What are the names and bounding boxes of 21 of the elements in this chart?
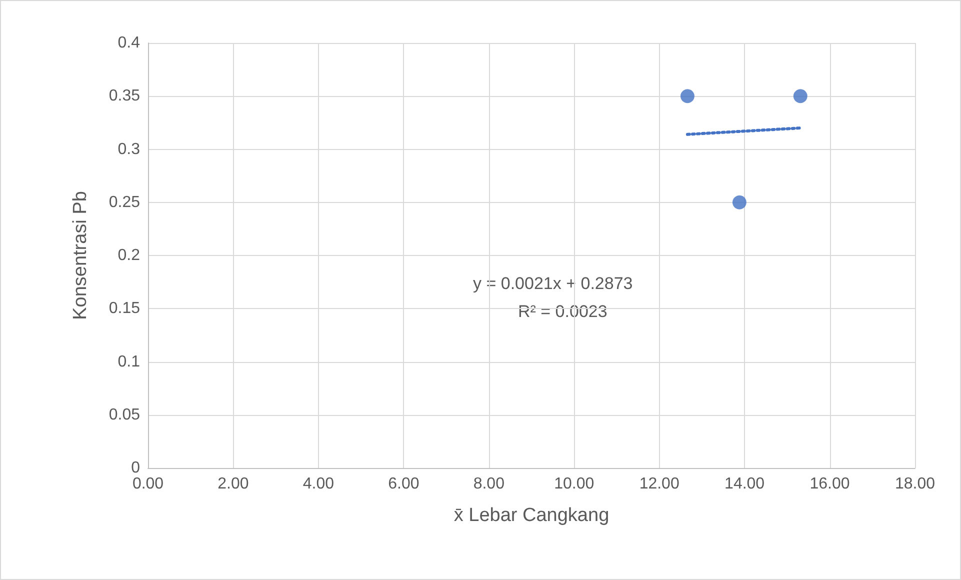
- y-tick-label: 0.3: [118, 140, 140, 158]
- x-tick-label: 12.00: [639, 476, 680, 492]
- x-tick-label: 0.00: [132, 476, 164, 492]
- x-tick-label: 6.00: [388, 476, 420, 492]
- y-tick-label: 0: [131, 460, 140, 476]
- y-tick-label: 0.15: [108, 300, 140, 318]
- x-tick-label: 14.00: [724, 476, 765, 492]
- x-tick-label: 8.00: [473, 476, 505, 492]
- x-tick-label: 10.00: [554, 476, 594, 492]
- y-tick-label: 0.1: [118, 353, 140, 370]
- x-tick-label: 2.00: [218, 476, 249, 492]
- y-tick-label: 0.2: [118, 247, 140, 264]
- y-tick-label: 0.25: [108, 194, 140, 211]
- y-tick-label: 0.05: [108, 406, 140, 424]
- x-tick-label: 16.00: [810, 476, 850, 492]
- x-tick-label: 18.00: [894, 476, 936, 492]
- y-tick-label: 0.35: [108, 88, 140, 105]
- x-tick-label: 4.00: [302, 476, 334, 492]
- y-tick-label: 0.4: [118, 34, 140, 52]
- y-axis-title: Konsentrasi Pb: [70, 191, 91, 320]
- x-axis-title: x̄ Lebar Cangkang: [454, 505, 610, 526]
